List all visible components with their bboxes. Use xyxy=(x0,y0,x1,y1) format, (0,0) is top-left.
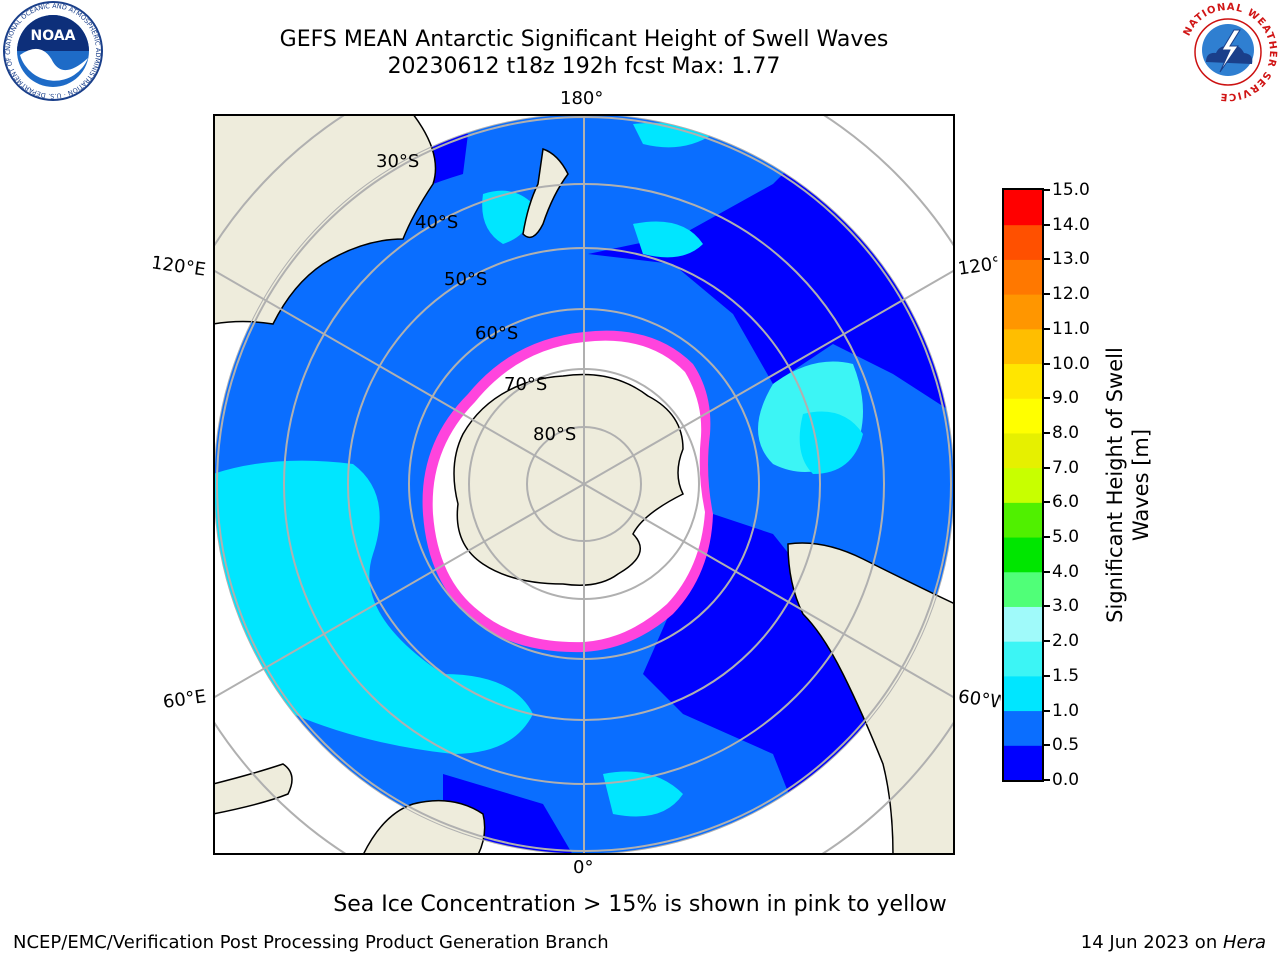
colorbar-border xyxy=(1002,188,1044,782)
lat-label-60s: 60°S xyxy=(475,323,519,344)
map-title: GEFS MEAN Antarctic Significant Height o… xyxy=(279,27,889,52)
colorbar-tick-label: 14.0 xyxy=(1052,214,1090,235)
madagascar-landmass xyxy=(213,763,293,815)
colorbar-tick-mark xyxy=(1044,293,1050,296)
noaa-logo-text: NOAA xyxy=(31,28,76,44)
lon-label-180: 180° xyxy=(560,88,604,109)
colorbar-tick-label: 2.0 xyxy=(1052,631,1080,652)
lat-label-30s: 30°S xyxy=(376,151,420,172)
africa-landmass xyxy=(362,799,486,855)
map-frame xyxy=(213,114,955,855)
colorbar-segment xyxy=(1004,363,1042,399)
colorbar-tick-mark xyxy=(1044,397,1050,400)
lat-label-70s: 70°S xyxy=(504,374,548,395)
lon-label-60e: 60°E xyxy=(161,686,208,713)
map-subtitle: 20230612 t18z 192h fcst Max: 1.77 xyxy=(387,54,781,79)
lon-label-120e: 120°E xyxy=(149,252,207,281)
colorbar-tick-label: 1.5 xyxy=(1052,665,1080,686)
colorbar-segment xyxy=(1004,537,1042,573)
lon-label-60w: 60°W xyxy=(956,687,1002,713)
credit-text: NCEP/EMC/Verification Post Processing Pr… xyxy=(13,932,609,953)
lat-label-40s: 40°S xyxy=(415,212,459,233)
colorbar xyxy=(1002,188,1044,782)
lon-label-0: 0° xyxy=(573,857,594,878)
colorbar-label-line2: Waves [m] xyxy=(1129,428,1153,542)
colorbar-segment xyxy=(1004,259,1042,295)
colorbar-tick-label: 5.0 xyxy=(1052,527,1080,548)
colorbar-tick-label: 15.0 xyxy=(1052,180,1090,200)
colorbar-tick-mark xyxy=(1044,501,1050,504)
colorbar-segment xyxy=(1004,467,1042,503)
colorbar-tick-mark xyxy=(1044,362,1050,365)
colorbar-segment xyxy=(1004,224,1042,260)
polar-map xyxy=(213,114,955,855)
issue-date: 14 Jun 2023 on Hera xyxy=(1081,932,1266,954)
colorbar-tick-mark xyxy=(1044,258,1050,261)
colorbar-tick-mark xyxy=(1044,779,1050,781)
colorbar-tick-mark xyxy=(1044,536,1050,539)
colorbar-segment xyxy=(1004,328,1042,365)
antarctica-landmass xyxy=(453,373,685,586)
colorbar-segment xyxy=(1004,606,1042,642)
colorbar-tick-mark xyxy=(1044,709,1050,712)
colorbar-segment xyxy=(1004,745,1042,781)
colorbar-tick-label: 6.0 xyxy=(1052,492,1080,513)
colorbar-segment xyxy=(1004,571,1042,607)
lat-label-50s: 50°S xyxy=(444,269,488,290)
lat-label-80s: 80°S xyxy=(533,424,577,445)
colorbar-tick-mark xyxy=(1044,640,1050,643)
colorbar-tick-label: 3.0 xyxy=(1052,596,1080,617)
colorbar-tick-mark xyxy=(1044,605,1050,608)
colorbar-tick-mark xyxy=(1044,431,1050,434)
colorbar-tick-label: 8.0 xyxy=(1052,422,1080,443)
colorbar-label: Significant Height of Swell Waves [m] xyxy=(1102,320,1154,650)
lon-label-120w: 120°W xyxy=(956,254,1000,280)
host-name: Hera xyxy=(1222,932,1266,953)
colorbar-tick-label: 11.0 xyxy=(1052,318,1090,339)
colorbar-segment xyxy=(1004,294,1042,330)
noaa-logo: NATIONAL OCEANIC AND ATMOSPHERIC ADMINIS… xyxy=(2,0,103,101)
high-swell-region xyxy=(633,221,703,258)
issue-date-text: 14 Jun 2023 on xyxy=(1080,932,1223,953)
colorbar-tick-mark xyxy=(1044,223,1050,226)
longitude-lines xyxy=(213,114,955,855)
colorbar-segment xyxy=(1004,398,1042,434)
colorbar-tick-label: 4.0 xyxy=(1052,561,1080,582)
high-swell-region xyxy=(799,411,863,474)
colorbar-segment xyxy=(1004,710,1042,746)
colorbar-segment xyxy=(1004,502,1042,538)
colorbar-tick-label: 10.0 xyxy=(1052,353,1090,374)
colorbar-segment xyxy=(1004,190,1042,226)
colorbar-tick-label: 0.5 xyxy=(1052,735,1080,756)
colorbar-tick-mark xyxy=(1044,570,1050,573)
colorbar-tick-label: 0.0 xyxy=(1052,770,1080,790)
high-swell-region xyxy=(603,771,683,817)
new-zealand-landmass xyxy=(522,148,569,239)
colorbar-tick-mark xyxy=(1044,674,1050,677)
colorbar-tick-label: 12.0 xyxy=(1052,284,1090,305)
colorbar-segment xyxy=(1004,675,1042,712)
colorbar-tick-label: 7.0 xyxy=(1052,457,1080,478)
colorbar-tick-label: 13.0 xyxy=(1052,249,1090,270)
colorbar-tick-label: 1.0 xyxy=(1052,700,1080,721)
colorbar-tick-mark xyxy=(1044,327,1050,330)
high-swell-region xyxy=(482,190,533,244)
sea-ice-note: Sea Ice Concentration > 15% is shown in … xyxy=(333,892,947,917)
colorbar-tick-mark xyxy=(1044,189,1050,191)
colorbar-tick-label: 9.0 xyxy=(1052,388,1080,409)
colorbar-label-line1: Significant Height of Swell xyxy=(1103,347,1127,623)
colorbar-segment xyxy=(1004,432,1042,469)
nws-logo: NATIONAL WEATHER SERVICE xyxy=(1178,2,1278,102)
colorbar-tick-mark xyxy=(1044,466,1050,469)
australia-landmass xyxy=(213,114,437,325)
colorbar-segment xyxy=(1004,641,1042,677)
colorbar-tick-mark xyxy=(1044,744,1050,747)
